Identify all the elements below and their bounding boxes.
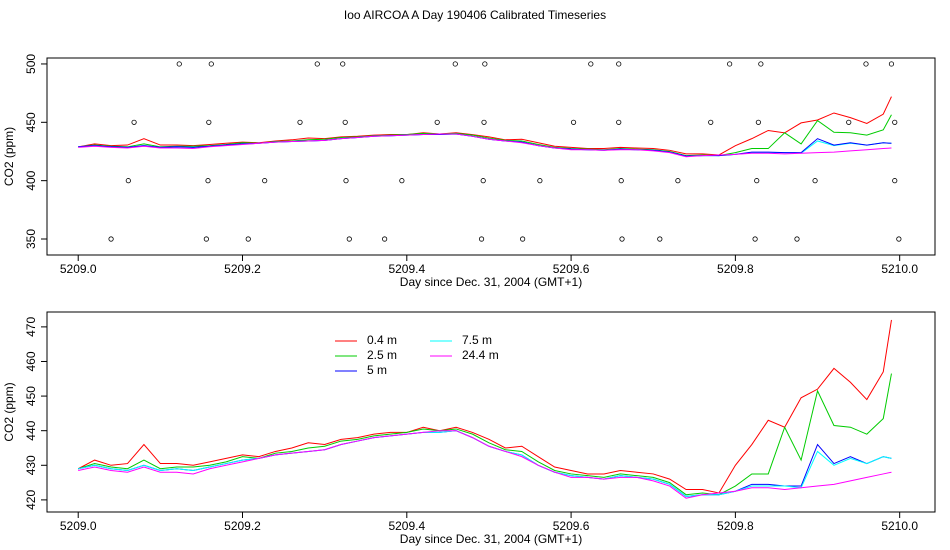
flag-point [846,119,852,125]
x-tick-label: 5210.0 [881,519,918,533]
y-tick-label: 450 [24,112,38,132]
series-line [78,114,892,157]
series-line [78,96,892,156]
flag-point [812,178,818,184]
y-axis-label: CO2 (ppm) [2,382,16,441]
flag-point [245,236,251,242]
flag-point [208,61,214,67]
flag-point [616,119,622,125]
flag-point [619,236,625,242]
y-tick-label: 440 [24,420,38,440]
series-line [78,373,892,496]
flag-point [537,178,543,184]
flag-point [203,236,209,242]
flag-point [892,178,898,184]
y-tick-label: 470 [24,317,38,337]
plot-frame [46,311,936,513]
x-tick-label: 5209.0 [60,519,97,533]
plot-frame [46,57,936,256]
legend-label: 24.4 m [462,348,499,362]
flag-point [125,178,131,184]
series-line [78,430,892,499]
x-tick-label: 5209.8 [717,519,754,533]
flag-point [452,61,458,67]
flag-point [896,236,902,242]
y-tick-label: 350 [24,229,38,249]
flag-point [340,61,346,67]
x-tick-label: 5209.4 [388,262,425,276]
flag-point [616,61,622,67]
flag-point [131,119,137,125]
flag-point [262,178,268,184]
y-tick-label: 450 [24,386,38,406]
flag-point [108,236,114,242]
flag-point [434,119,440,125]
flag-point [727,61,733,67]
flag-point [482,61,488,67]
flag-point [478,236,485,242]
flag-point [399,178,405,184]
flag-point [708,119,714,125]
x-tick-label: 5209.6 [553,262,590,276]
legend-label: 5 m [367,363,387,377]
flag-point [588,61,594,67]
flag-point [863,61,869,67]
x-tick-label: 5209.2 [224,519,261,533]
y-tick-label: 420 [24,490,38,510]
plot-area [78,61,902,242]
flag-point [758,61,764,67]
flag-point [752,236,758,242]
series-line [78,133,892,158]
flag-point [346,236,352,242]
x-tick-label: 5209.0 [60,262,97,276]
x-tick-label: 5209.6 [553,519,590,533]
flag-point [205,178,211,184]
flag-point [892,119,898,125]
flag-point [342,119,348,125]
flag-point [297,119,303,125]
plot-area [77,319,892,499]
flag-point [755,119,761,125]
series-line [77,319,892,494]
x-axis-label: Day since Dec. 31, 2004 (GMT+1) [400,532,582,546]
x-tick-label: 5209.4 [388,519,425,533]
flag-point [570,119,577,125]
legend-label: 2.5 m [367,348,397,362]
flag-point [176,61,182,67]
y-tick-label: 400 [24,170,38,190]
y-tick-label: 430 [24,455,38,475]
flag-point [794,236,800,242]
flag-point [480,178,486,184]
flag-point [754,178,760,184]
flag-point [657,236,663,242]
legend-label: 7.5 m [462,333,492,347]
flag-point [206,119,212,125]
x-tick-label: 5210.0 [881,262,918,276]
flag-point [382,236,388,242]
flag-point [314,61,320,67]
flag-point [481,119,487,125]
flag-point [343,178,349,184]
chart-title: Ioo AIRCOA A Day 190406 Calibrated Times… [344,8,606,22]
flag-point [520,236,526,242]
y-tick-label: 460 [24,351,38,371]
y-axis-label: CO2 (ppm) [2,127,16,186]
flag-point [888,61,895,67]
y-tick-label: 500 [24,54,38,74]
flag-point [675,178,681,184]
x-tick-label: 5209.2 [224,262,261,276]
flag-point [618,178,624,184]
legend-label: 0.4 m [367,333,397,347]
x-tick-label: 5209.8 [717,262,754,276]
x-axis-label: Day since Dec. 31, 2004 (GMT+1) [400,275,582,289]
